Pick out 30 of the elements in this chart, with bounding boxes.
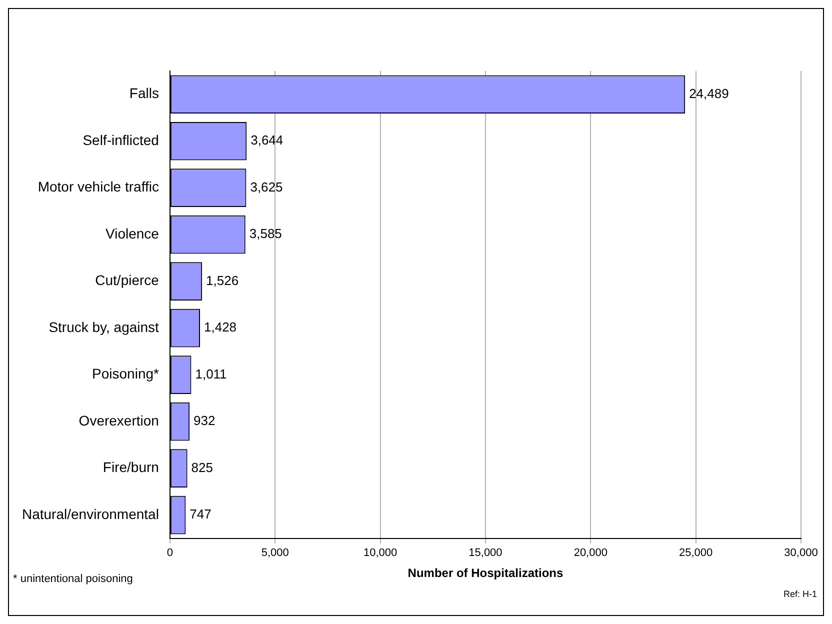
y-tick-label: Struck by, against — [48, 318, 160, 335]
data-label: 1,428 — [204, 320, 237, 335]
x-tick-label: 20,000 — [574, 547, 608, 560]
data-label: 3,585 — [249, 226, 282, 242]
y-tick-label: Natural/environmental — [22, 506, 159, 522]
y-tick-label: Cut/pierce — [95, 272, 160, 288]
y-tick-label: Poisoning* — [92, 366, 160, 382]
data-label: 3,644 — [250, 132, 284, 148]
data-label: 825 — [191, 460, 214, 475]
data-label: 932 — [194, 413, 216, 428]
y-tick-label: Motor vehicle traffic — [38, 178, 159, 195]
data-label: 3,625 — [250, 179, 283, 194]
x-tick-label: 0 — [166, 547, 174, 560]
y-tick-label: Fire/burn — [102, 459, 159, 476]
data-label: 24,489 — [689, 86, 729, 101]
text: Ref: H-1 — [783, 589, 817, 599]
y-tick-label: Overexertion — [78, 412, 159, 428]
x-tick-label: 25,000 — [679, 547, 713, 560]
data-label: 747 — [190, 506, 212, 522]
text: * unintentional poisoning — [13, 573, 133, 585]
x-tick-label: 5,000 — [261, 547, 289, 560]
x-tick-label: 30,000 — [784, 547, 818, 560]
data-label: 1,526 — [206, 272, 239, 288]
y-tick-label: Violence — [106, 225, 160, 242]
x-tick-label: 10,000 — [363, 547, 398, 560]
x-axis-title: Number of Hospitalizations — [408, 566, 564, 580]
y-tick-label: Falls — [129, 85, 159, 102]
data-label: 1,011 — [195, 366, 227, 382]
y-tick-label: Self-inflicted — [82, 132, 159, 148]
x-tick-label: 15,000 — [468, 547, 502, 560]
